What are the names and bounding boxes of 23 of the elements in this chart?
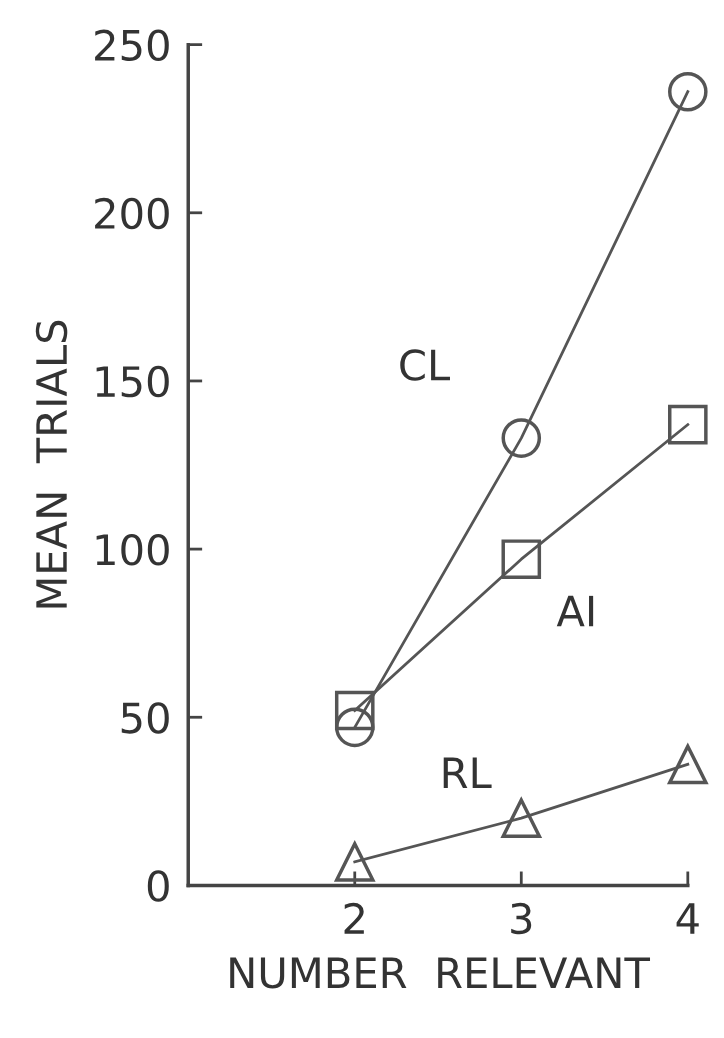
point (667, 742, 709, 785)
x-tick-label: 3 (511, 902, 532, 935)
y-tick-label: 100 (96, 534, 169, 566)
x-tick-label: 4 (676, 903, 699, 934)
point (501, 539, 542, 579)
point (334, 690, 375, 731)
y-axis-title: MEAN TRIALS (35, 320, 68, 608)
point (334, 707, 375, 748)
point (668, 404, 708, 445)
y-tick-label: 50 (121, 702, 169, 734)
y-tick-label: 0 (147, 870, 169, 902)
series-label: CL (400, 349, 450, 381)
point (501, 798, 542, 838)
x-tick-label: 2 (344, 902, 364, 934)
series-label: RL (443, 757, 492, 788)
y-tick-label: 150 (96, 365, 169, 398)
point (334, 842, 375, 882)
point (668, 71, 708, 112)
y-tick-label: 200 (95, 197, 169, 230)
point (501, 418, 542, 458)
x-axis-title: NUMBER RELEVANT (230, 957, 651, 989)
series-label: AI (556, 595, 594, 627)
y-tick-label: 250 (95, 29, 169, 62)
